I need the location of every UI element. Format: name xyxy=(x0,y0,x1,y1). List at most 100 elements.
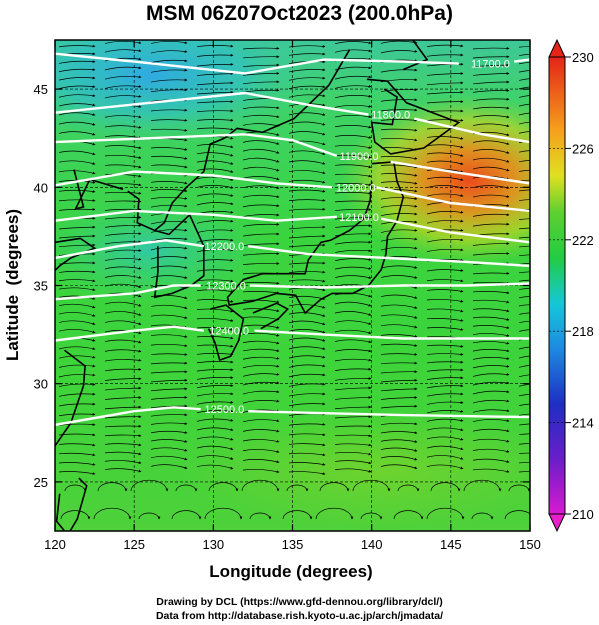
streamline xyxy=(196,229,234,234)
yellow-region xyxy=(180,410,530,530)
streamline xyxy=(196,455,234,460)
streamline xyxy=(334,75,372,80)
streamline xyxy=(472,194,510,198)
streamline xyxy=(242,204,280,208)
streamline xyxy=(58,303,96,309)
streamline xyxy=(242,468,280,474)
streamline xyxy=(380,387,418,392)
streamline xyxy=(472,166,510,172)
streamline xyxy=(104,66,142,71)
streamline xyxy=(518,53,530,56)
streamline xyxy=(426,90,464,95)
contour-line xyxy=(390,160,530,185)
coastline xyxy=(366,78,461,155)
streamline xyxy=(196,418,234,422)
streamline xyxy=(104,249,142,253)
streamline xyxy=(242,262,280,265)
streamline xyxy=(58,76,96,81)
streamline xyxy=(380,118,418,122)
streamline xyxy=(58,189,96,193)
streamline xyxy=(242,281,280,285)
streamline xyxy=(426,248,464,252)
streamline xyxy=(472,89,510,93)
streamline xyxy=(288,150,326,155)
contour-line xyxy=(55,209,337,222)
streamline xyxy=(58,160,96,165)
contour-label: 12500.0 xyxy=(205,404,245,416)
streamline xyxy=(518,227,530,230)
credit-data: Data from http://database.rish.kyoto-u.a… xyxy=(155,610,444,622)
streamline xyxy=(288,373,326,378)
streamline xyxy=(380,88,418,92)
streamline xyxy=(518,121,530,125)
streamline xyxy=(196,376,234,380)
streamline xyxy=(334,349,372,353)
streamline xyxy=(104,154,142,159)
streamline xyxy=(150,246,188,251)
streamline xyxy=(196,258,234,262)
streamline xyxy=(150,455,188,461)
streamline xyxy=(426,44,464,48)
streamline xyxy=(288,225,326,230)
streamline xyxy=(104,94,142,99)
streamline xyxy=(334,460,372,465)
streamline xyxy=(380,304,418,309)
streamline xyxy=(104,386,142,391)
streamline xyxy=(380,49,418,54)
streamline xyxy=(334,468,372,473)
contour-line xyxy=(380,217,530,244)
coastline xyxy=(223,49,351,139)
streamline xyxy=(334,301,372,307)
streamline xyxy=(150,275,188,279)
x-axis: 120 125 130 135 140 145 150 xyxy=(44,40,541,552)
streamline xyxy=(334,84,372,89)
streamline xyxy=(104,415,142,419)
streamline xyxy=(196,327,234,331)
streamline xyxy=(288,131,326,136)
streamline xyxy=(380,197,418,200)
streamline xyxy=(380,370,418,374)
streamline xyxy=(518,95,530,98)
streamline xyxy=(171,510,202,520)
streamline xyxy=(380,237,418,242)
streamline xyxy=(380,352,418,356)
streamline xyxy=(518,320,530,324)
streamline xyxy=(196,219,234,224)
streamline xyxy=(150,40,188,44)
streamline xyxy=(426,176,464,181)
x-tick-label: 120 xyxy=(44,537,66,552)
streamline xyxy=(426,464,464,470)
streamline xyxy=(150,228,188,233)
streamline xyxy=(150,68,188,73)
x-tick-label: 135 xyxy=(282,537,304,552)
streamline xyxy=(334,367,372,371)
streamline xyxy=(472,308,510,313)
streamline xyxy=(352,479,391,492)
streamline xyxy=(150,439,188,443)
streamline xyxy=(242,176,280,181)
streamline xyxy=(518,423,530,426)
streamline xyxy=(150,430,188,434)
streamline xyxy=(334,424,372,428)
streamline xyxy=(472,80,510,85)
streamline xyxy=(426,152,464,157)
streamline xyxy=(426,344,464,348)
streamline xyxy=(472,272,510,275)
streamline xyxy=(104,349,142,353)
streamline xyxy=(196,90,234,95)
streamline xyxy=(288,160,326,165)
streamline xyxy=(472,123,510,128)
streamline xyxy=(518,150,530,153)
streamline xyxy=(518,263,530,265)
streamline xyxy=(472,409,510,413)
streamline xyxy=(426,507,465,520)
streamline xyxy=(242,364,280,369)
streamline xyxy=(196,62,234,67)
streamline xyxy=(242,409,280,413)
contour-line xyxy=(248,245,530,268)
streamline xyxy=(426,360,464,364)
coastline xyxy=(252,302,290,330)
x-tick-label: 125 xyxy=(123,537,145,552)
streamline xyxy=(380,314,418,319)
streamline xyxy=(249,512,272,520)
